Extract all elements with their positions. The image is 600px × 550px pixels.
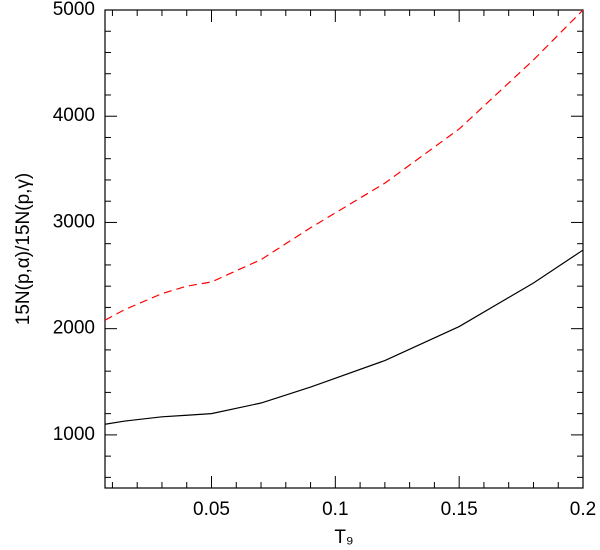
y-tick-label: 1000 — [53, 424, 95, 445]
y-tick-label: 4000 — [53, 105, 95, 126]
y-tick-label: 5000 — [53, 0, 95, 20]
plot-frame — [104, 9, 584, 489]
data-line — [104, 9, 584, 321]
y-axis-label: 15N(p,α)/15N(p,γ) — [13, 173, 34, 325]
x-axis-label: T₉ — [334, 527, 353, 548]
x-tick-label: 0.2 — [570, 499, 596, 520]
data-line — [104, 249, 584, 425]
x-tick-label: 0.1 — [322, 499, 348, 520]
x-tick-label: 0.05 — [193, 499, 230, 520]
x-tick-label: 0.15 — [441, 499, 478, 520]
y-tick-label: 2000 — [53, 318, 95, 339]
y-tick-label: 3000 — [53, 211, 95, 232]
